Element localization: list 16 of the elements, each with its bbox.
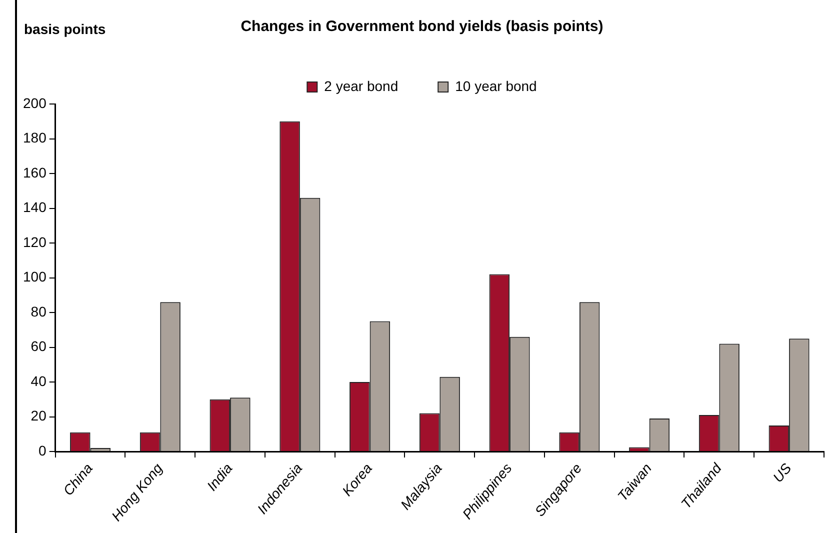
legend-label: 10 year bond xyxy=(455,78,537,94)
y-tick-label: 160 xyxy=(23,164,47,180)
y-tick-label: 20 xyxy=(30,408,47,424)
y-axis-title: basis points xyxy=(24,20,106,37)
y-tick-label: 100 xyxy=(23,268,47,285)
y-tick-label: 140 xyxy=(23,199,47,216)
y-tick-label: 200 xyxy=(23,94,47,111)
legend-label: 2 year bond xyxy=(324,78,398,94)
chart-title: Changes in Government bond yields (basis points) xyxy=(240,18,604,36)
y-tick-label: 40 xyxy=(30,372,47,389)
y-tick-label: 120 xyxy=(23,234,47,250)
x-tick-label: US xyxy=(770,460,795,486)
y-tick-label: 180 xyxy=(23,130,47,146)
y-tick-label: 0 xyxy=(38,442,47,458)
y-tick-label: 80 xyxy=(30,303,47,320)
y-tick-label: 60 xyxy=(30,338,47,354)
